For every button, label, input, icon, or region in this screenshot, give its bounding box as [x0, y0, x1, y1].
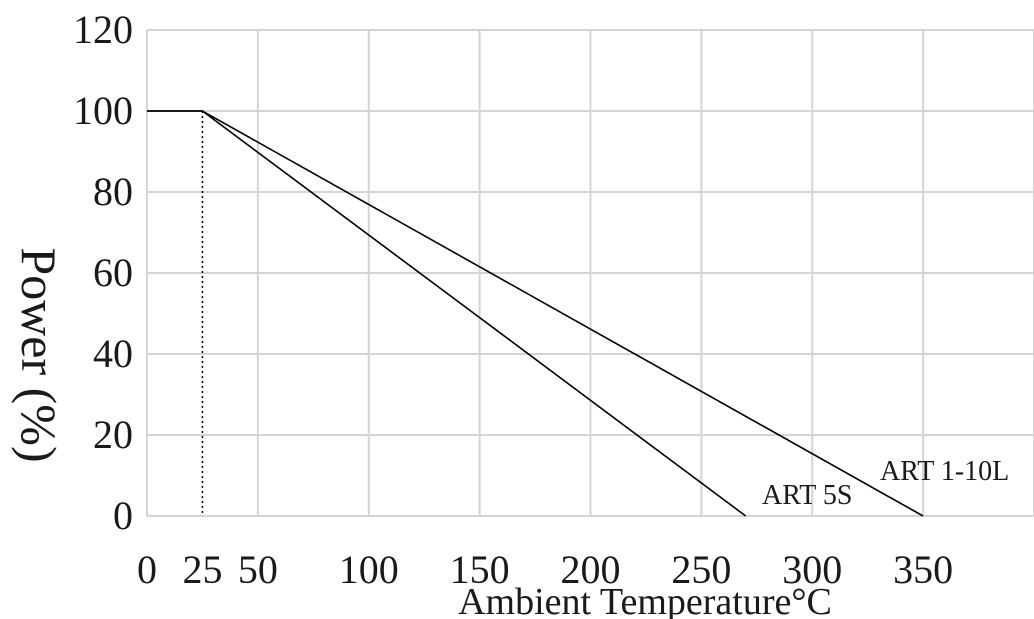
x-axis-label: Ambient Temperature°C — [458, 581, 832, 619]
y-tick-label: 100 — [73, 88, 133, 133]
x-tick-label: 0 — [137, 547, 157, 592]
x-tick-label: 300 — [782, 547, 842, 592]
y-axis-label: Power (%) — [11, 247, 67, 462]
y-tick-label: 120 — [73, 7, 133, 52]
series-line-1 — [147, 110, 924, 517]
y-tick-labels: 0 20 40 60 80 100 120 — [73, 7, 133, 538]
y-tick-label: 40 — [93, 331, 133, 376]
y-tick-label: 80 — [93, 169, 133, 214]
x-tick-label: 350 — [893, 547, 953, 592]
x-tick-labels: 0 25 50 100 150 200 250 300 350 — [137, 547, 953, 592]
series-lines — [147, 110, 924, 517]
grid — [146, 29, 1034, 517]
y-tick-label: 20 — [93, 412, 133, 457]
series-labels: ART 5S ART 1-10L — [762, 456, 1009, 511]
x-tick-label: 250 — [671, 547, 731, 592]
y-tick-label: 60 — [93, 250, 133, 295]
series-label-0: ART 5S — [762, 480, 852, 511]
x-tick-label: 100 — [339, 547, 399, 592]
x-tick-label: 150 — [450, 547, 510, 592]
x-tick-label: 25 — [182, 547, 222, 592]
series-label-1: ART 1-10L — [880, 456, 1009, 487]
x-tick-label: 50 — [238, 547, 278, 592]
x-tick-label: 200 — [561, 547, 621, 592]
y-tick-label: 0 — [113, 493, 133, 538]
series-line-0 — [147, 110, 747, 517]
